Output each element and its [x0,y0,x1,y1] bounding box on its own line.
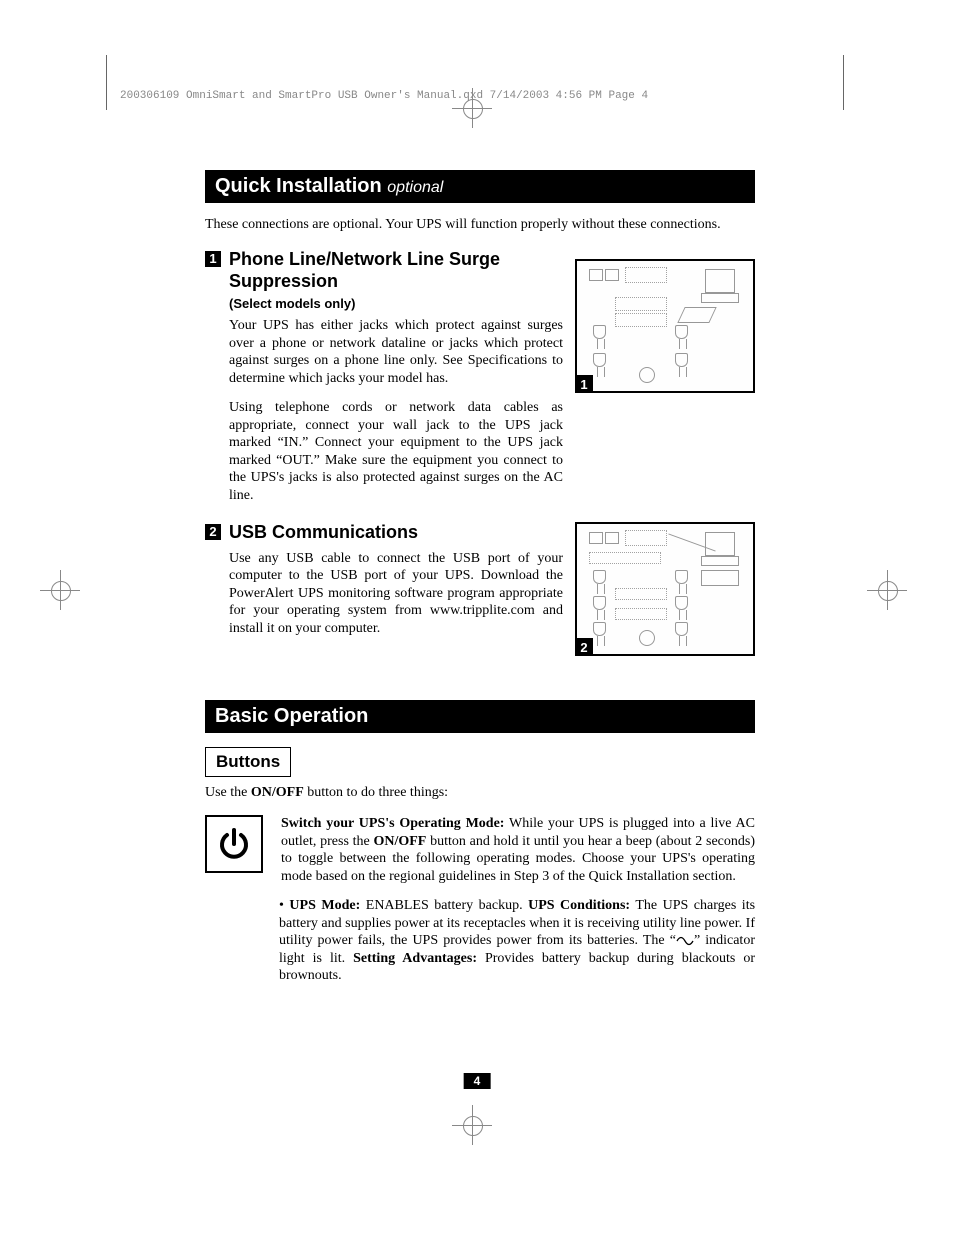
step-number-box: 2 [205,524,221,540]
buttons-intro-pre: Use the [205,785,251,800]
diagram-1: 1 [575,259,755,393]
section-title: Quick Installation [215,175,382,197]
power-icon [216,826,252,862]
crop-mark-right [867,570,907,610]
section-title-suffix: optional [387,179,443,196]
page-number: 4 [464,1073,491,1089]
subsection-1-subtitle: (Select models only) [229,296,563,311]
crop-line-top-left [106,55,107,110]
crop-line-top-right [843,55,844,110]
subsection-1-para-1: Your UPS has either jacks which protect … [229,317,563,387]
subsection-usb: 2 USB Communications Use any USB cable t… [205,522,755,656]
bullet-b2: UPS Conditions: [528,898,630,913]
bullet-lead: • [279,898,289,913]
subsection-phone-network: 1 Phone Line/Network Line Surge Suppress… [205,249,755,504]
operating-mode-paragraph: Switch your UPS's Operating Mode: While … [281,815,755,885]
subsection-1-text-column: 1 Phone Line/Network Line Surge Suppress… [205,249,563,504]
buttons-intro-line: Use the ON/OFF button to do three things… [205,785,755,801]
subheading-buttons: Buttons [205,747,291,777]
subsection-1-para-2: Using telephone cords or network data ca… [229,399,563,504]
subsection-2-heading: 2 USB Communications [205,522,563,544]
section-bar-quick-installation: Quick Installation optional [205,170,755,203]
step-number-box: 1 [205,251,221,267]
diagram-1-number: 1 [575,375,593,393]
bullet-b3: Setting Advantages: [353,951,477,966]
diagram-2-number: 2 [575,638,593,656]
bullet-t1: ENABLES battery backup. [360,898,528,913]
subsection-1-heading: 1 Phone Line/Network Line Surge Suppress… [205,249,563,292]
crop-mark-left [40,570,80,610]
subsection-1-diagram-column: 1 [575,249,755,504]
ups-mode-bullet: • UPS Mode: ENABLES battery backup. UPS … [279,897,755,985]
subsection-2-title: USB Communications [229,522,418,544]
power-icon-box [205,815,263,873]
subsection-2-text-column: 2 USB Communications Use any USB cable t… [205,522,563,656]
sine-wave-icon [676,936,694,946]
mode-para-b2: ON/OFF [373,834,426,849]
subsection-1-title: Phone Line/Network Line Surge Suppressio… [229,249,563,292]
diagram-2-illustration [583,530,747,648]
crop-mark-bottom [452,1105,492,1145]
diagram-2: 2 [575,522,755,656]
page-body: Quick Installation optional These connec… [205,170,755,985]
section-bar-basic-operation: Basic Operation [205,700,755,733]
document-header: 200306109 OmniSmart and SmartPro USB Own… [120,90,840,102]
diagram-1-illustration [583,267,747,385]
buttons-intro-bold: ON/OFF [251,785,304,800]
operating-mode-row: Switch your UPS's Operating Mode: While … [205,815,755,885]
subsection-2-diagram-column: 2 [575,522,755,656]
mode-para-b1: Switch your UPS's Operating Mode: [281,816,504,831]
intro-paragraph: These connections are optional. Your UPS… [205,217,755,233]
bullet-b1: UPS Mode: [289,898,360,913]
section-2-title: Basic Operation [215,705,368,727]
buttons-intro-post: button to do three things: [304,785,448,800]
subsection-2-para-1: Use any USB cable to connect the USB por… [229,550,563,638]
